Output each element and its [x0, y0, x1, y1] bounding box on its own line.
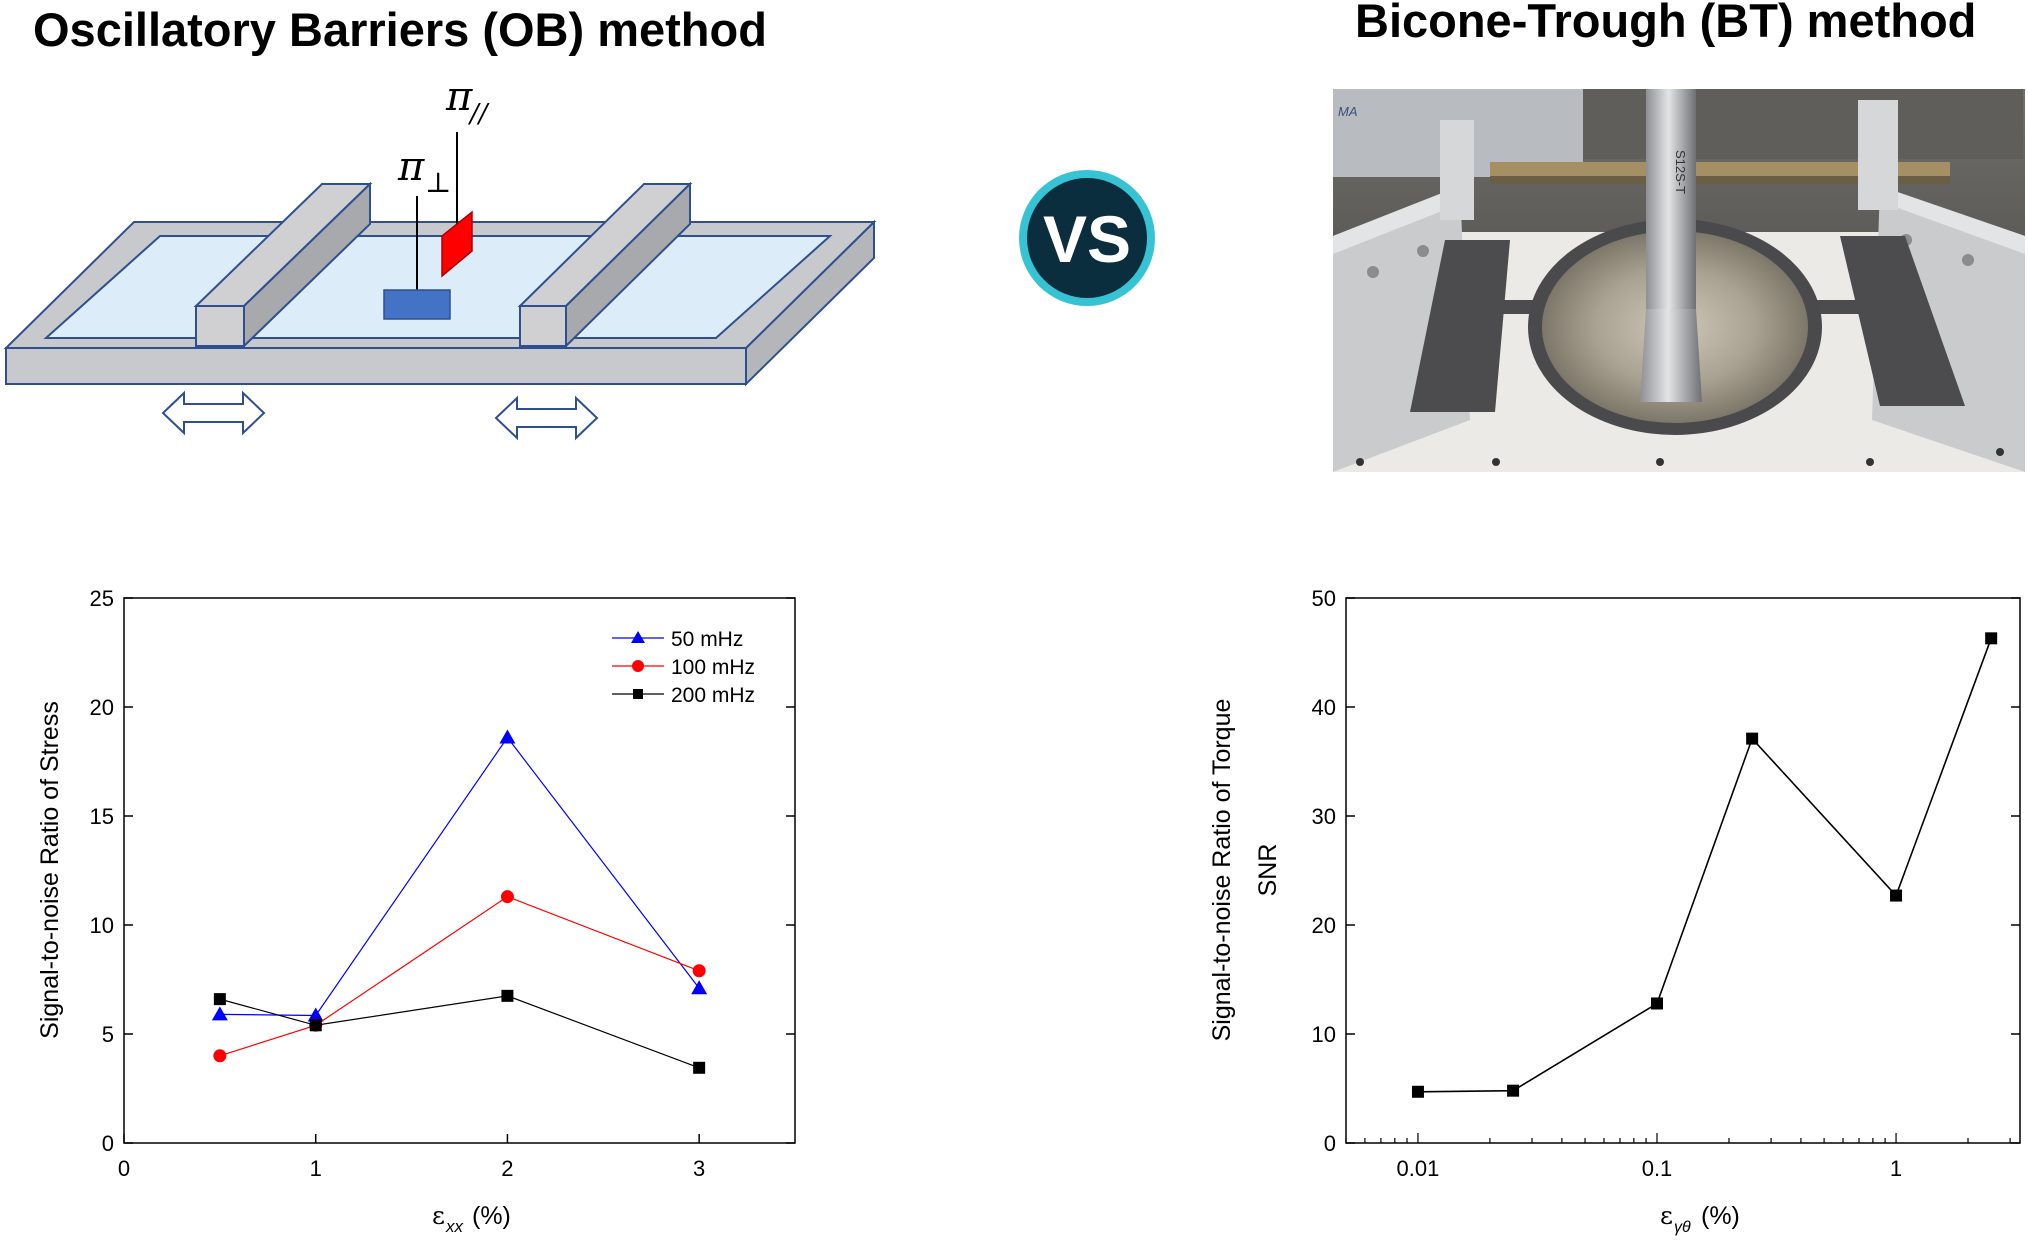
x-tick-label: 3 — [693, 1156, 705, 1181]
legend-triangle-marker — [631, 631, 645, 643]
data-point-200-mhz — [501, 989, 514, 1002]
data-point-200-mhz — [213, 993, 226, 1006]
y-tick-label: 40 — [1312, 695, 1336, 720]
stress-x-axis: 0 1 2 3 — [118, 1134, 705, 1181]
data-point-200-mhz — [693, 1061, 706, 1074]
stress-y-axis: 0 5 10 15 20 25 — [90, 586, 795, 1156]
stress-snr-chart: 0 5 10 15 20 25 0 1 2 3 Signal-to-noise Ratio of… — [36, 586, 796, 1236]
stress-x-axis-label-unit: (%) — [472, 1202, 511, 1230]
bt-method-title: Bicone-Trough (BT) method — [1355, 0, 1977, 47]
stress-x-axis-label-subscript: xx — [445, 1217, 464, 1236]
y-tick-label: 0 — [102, 1131, 114, 1156]
torque-x-axis-label-symbol: ε — [1660, 1201, 1673, 1230]
parallel-plate — [441, 210, 473, 278]
x-tick-label: 0.01 — [1397, 1156, 1440, 1181]
x-tick-label: 1 — [1890, 1156, 1902, 1181]
x-tick-label: 1 — [310, 1156, 322, 1181]
vs-badge-text: VS — [1043, 202, 1131, 276]
data-point-snr — [1507, 1084, 1520, 1097]
series-line-50-mhz — [219, 736, 700, 1017]
photo-label-text: MA — [1338, 104, 1358, 119]
pi-perp-subscript: ⊥ — [425, 166, 451, 199]
trough-front-face — [5, 347, 747, 385]
left-barrier — [193, 181, 373, 349]
pi-parallel-label: π — [445, 74, 473, 120]
y-tick-label: 10 — [90, 913, 114, 938]
ob-trough-diagram: π // π ⊥ — [3, 74, 877, 441]
torque-series — [1411, 632, 1998, 1098]
y-tick-label: 10 — [1312, 1022, 1336, 1047]
legend-square-marker — [633, 689, 643, 699]
torque-x-axis: 0.01 0.1 1 — [1345, 1133, 2011, 1181]
legend-label-100mhz: 100 mHz — [671, 656, 755, 679]
torque-snr-chart: 0 10 20 30 40 50 0.01 0.1 1 Signal-to-noise Rat… — [1208, 586, 2021, 1236]
torque-x-axis-label-subscript: γθ — [1674, 1219, 1691, 1236]
y-tick-label: 5 — [102, 1022, 114, 1047]
stress-x-axis-label: ε xx (%) — [432, 1201, 511, 1236]
torque-x-axis-label: ε γθ (%) — [1660, 1201, 1740, 1236]
stress-chart-frame — [123, 597, 796, 1144]
y-tick-label: 15 — [90, 804, 114, 829]
y-tick-label: 25 — [90, 586, 114, 611]
data-point-100-mhz — [500, 890, 514, 904]
legend-item-50mhz: 50 mHz — [612, 628, 743, 651]
stress-legend: 50 mHz 100 mHz 200 mHz — [612, 628, 755, 707]
legend-item-100mhz: 100 mHz — [612, 656, 755, 679]
stress-x-axis-label-symbol: ε — [432, 1201, 445, 1230]
left-barrier-motion-arrow-icon — [161, 390, 266, 436]
data-point-200-mhz — [309, 1019, 322, 1032]
y-tick-label: 20 — [1312, 913, 1336, 938]
photo-probe-text: S12S-T — [1673, 150, 1688, 194]
x-tick-label: 2 — [501, 1156, 513, 1181]
torque-y-axis: 0 10 20 30 40 50 — [1312, 586, 2020, 1156]
right-barrier-motion-arrow-icon — [494, 395, 599, 441]
data-point-50-mhz — [307, 1007, 324, 1022]
data-point-100-mhz — [213, 1049, 227, 1063]
torque-y-axis-label: Signal-to-noise Ratio of Torque — [1208, 699, 1236, 1042]
right-barrier — [517, 181, 693, 349]
data-point-100-mhz — [692, 964, 706, 978]
legend-circle-marker — [632, 660, 644, 672]
water-surface — [43, 235, 833, 339]
perp-plate — [383, 289, 451, 320]
data-point-50-mhz — [211, 1006, 228, 1021]
data-point-snr — [1985, 632, 1998, 645]
data-point-50-mhz — [691, 980, 708, 995]
stress-y-axis-label: Signal-to-noise Ratio of Stress — [36, 701, 64, 1039]
legend-label-200mhz: 200 mHz — [671, 684, 755, 707]
series-line-100-mhz — [219, 895, 700, 1057]
pi-parallel-subscript: // — [467, 99, 490, 129]
stress-series — [211, 729, 708, 1074]
series-line-snr — [1417, 638, 1992, 1093]
y-tick-label: 50 — [1312, 586, 1336, 611]
data-point-snr — [1746, 732, 1759, 745]
x-tick-label: 0.1 — [1642, 1156, 1673, 1181]
data-point-snr — [1411, 1085, 1424, 1098]
data-point-snr — [1651, 997, 1664, 1010]
pi-perp-label: π — [397, 144, 425, 190]
series-line-200-mhz — [219, 995, 700, 1069]
torque-x-axis-label-unit: (%) — [1701, 1202, 1740, 1230]
y-tick-label: 20 — [90, 695, 114, 720]
data-point-50-mhz — [499, 729, 516, 744]
y-tick-label: 30 — [1312, 804, 1336, 829]
bicone-trough-photo: MA S12S-T — [1333, 89, 2025, 472]
torque-chart-frame — [1345, 597, 2021, 1144]
legend-item-200mhz: 200 mHz — [612, 684, 755, 707]
x-tick-label: 0 — [118, 1156, 130, 1181]
vs-badge: VS — [1019, 170, 1155, 306]
torque-y-axis-label-snr: SNR — [1254, 844, 1282, 897]
legend-label-50mhz: 50 mHz — [671, 628, 743, 651]
y-tick-label: 0 — [1324, 1131, 1336, 1156]
ob-method-title: Oscillatory Barriers (OB) method — [33, 3, 767, 56]
data-point-snr — [1890, 889, 1903, 902]
